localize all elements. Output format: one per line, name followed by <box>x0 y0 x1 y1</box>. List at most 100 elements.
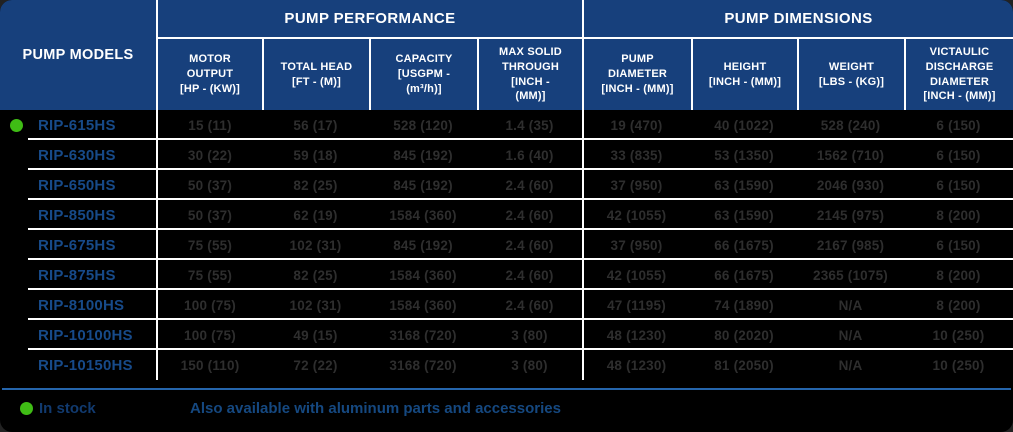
model-name: RIP-10100HS <box>38 326 133 344</box>
value-cell: 150 (110) <box>180 357 240 373</box>
value-cell: 10 (250) <box>932 327 985 343</box>
value-cell: 10 (250) <box>932 357 985 373</box>
value-cell: 15 (11) <box>188 117 232 133</box>
model-name: RIP-10150HS <box>38 356 133 374</box>
value-cell: 2145 (975) <box>816 207 885 223</box>
value-cell: 48 (1230) <box>606 357 667 373</box>
value-cell: 102 (31) <box>289 297 342 313</box>
value-cell: 3 (80) <box>511 327 548 343</box>
value-cell: 1.4 (35) <box>505 117 554 133</box>
model-cell: RIP-630HS <box>0 140 158 170</box>
column-header: VICTAULIC DISCHARGE DIAMETER [INCH - (MM… <box>904 39 1013 110</box>
group-divider <box>582 0 584 380</box>
value-cell: 528 (120) <box>393 117 453 133</box>
value-cell: 40 (1022) <box>714 117 774 133</box>
value-cell: 1584 (360) <box>389 297 457 313</box>
column-header: CAPACITY [USGPM - (m³/h)] <box>369 39 477 110</box>
model-cell: RIP-8100HS <box>0 290 158 320</box>
model-name: RIP-615HS <box>38 116 116 134</box>
model-cell: RIP-850HS <box>0 200 158 230</box>
value-cell: 845 (192) <box>393 147 453 163</box>
value-cell: 80 (2020) <box>714 327 774 343</box>
value-cell: 6 (150) <box>936 117 981 133</box>
value-cell: 82 (25) <box>293 267 338 283</box>
value-cell: 53 (1350) <box>714 147 774 163</box>
table-row: RIP-10150HS 150 (110) 72 (22) 3168 (720) 3 (… <box>0 350 1013 380</box>
value-cell: 59 (18) <box>293 147 338 163</box>
value-cell: 6 (150) <box>936 177 981 193</box>
value-cell: 62 (19) <box>293 207 338 223</box>
models-header-label: PUMP MODELS <box>22 47 134 63</box>
table-body: RIP-615HS 15 (11) 56 (17) 528 (120) 1.4 (35)… <box>0 110 1013 380</box>
value-cell: 48 (1230) <box>606 327 667 343</box>
model-cell: RIP-615HS <box>0 110 158 140</box>
performance-group-header: PUMP PERFORMANCE <box>158 0 582 37</box>
value-cell: 3 (80) <box>511 357 548 373</box>
footer-divider <box>2 388 1011 390</box>
table-row: RIP-650HS 50 (37) 82 (25) 845 (192) 2.4 (60)… <box>0 170 1013 200</box>
dimensions-group-header: PUMP DIMENSIONS <box>584 0 1013 37</box>
value-cell: 1584 (360) <box>389 207 457 223</box>
table-row: RIP-675HS 75 (55) 102 (31) 845 (192) 2.4 (60… <box>0 230 1013 260</box>
models-column-divider <box>156 0 158 380</box>
value-cell: 37 (950) <box>610 177 663 193</box>
value-cell: 50 (37) <box>187 177 233 193</box>
value-cell: 30 (22) <box>187 147 233 163</box>
value-cell: 8 (200) <box>936 297 981 313</box>
value-cell: 3168 (720) <box>389 327 457 343</box>
column-header: WEIGHT [LBS - (KG)] <box>797 39 904 110</box>
model-name: RIP-650HS <box>38 176 116 194</box>
model-name: RIP-630HS <box>38 146 116 164</box>
in-stock-indicator-icon <box>10 118 23 132</box>
value-cell: 8 (200) <box>936 207 981 223</box>
value-cell: 2.4 (60) <box>505 177 554 193</box>
value-cell: 63 (1590) <box>714 207 774 223</box>
value-cell: 2.4 (60) <box>505 297 554 313</box>
value-cell: 1584 (360) <box>389 267 457 283</box>
value-cell: 1562 (710) <box>816 147 885 163</box>
in-stock-indicator-icon <box>20 402 33 415</box>
value-cell: N/A <box>838 297 863 313</box>
models-header-cell: PUMP MODELS <box>0 0 156 110</box>
table-row: RIP-850HS 50 (37) 62 (19) 1584 (360) 2.4 (60… <box>0 200 1013 230</box>
model-cell: RIP-10100HS <box>0 320 158 350</box>
model-name: RIP-675HS <box>38 236 116 254</box>
column-header: PUMP DIAMETER [INCH - (MM)] <box>584 39 691 110</box>
value-cell: 2.4 (60) <box>505 237 554 253</box>
model-cell: RIP-675HS <box>0 230 158 260</box>
value-cell: 49 (15) <box>293 327 338 343</box>
value-cell: 2046 (930) <box>816 177 885 193</box>
value-cell: 42 (1055) <box>606 267 667 283</box>
table-row: RIP-875HS 75 (55) 82 (25) 1584 (360) 2.4 (60… <box>0 260 1013 290</box>
value-cell: 75 (55) <box>187 237 233 253</box>
value-cell: 528 (240) <box>820 117 881 133</box>
value-cell: 2365 (1075) <box>812 267 888 283</box>
availability-note: Also available with aluminum parts and a… <box>190 400 561 417</box>
value-cell: 102 (31) <box>289 237 342 253</box>
value-cell: 63 (1590) <box>714 177 774 193</box>
model-cell: RIP-650HS <box>0 170 158 200</box>
value-cell: 2167 (985) <box>816 237 885 253</box>
value-cell: 2.4 (60) <box>505 267 554 283</box>
table-row: RIP-8100HS 100 (75) 102 (31) 1584 (360) 2.4 … <box>0 290 1013 320</box>
table-row: RIP-630HS 30 (22) 59 (18) 845 (192) 1.6 (40)… <box>0 140 1013 170</box>
legend: In stock Also available with aluminum pa… <box>0 396 1013 424</box>
value-cell: 100 (75) <box>184 327 236 343</box>
value-cell: 72 (22) <box>293 357 338 373</box>
value-cell: 82 (25) <box>293 177 338 193</box>
table-row: RIP-10100HS 100 (75) 49 (15) 3168 (720) 3 (8… <box>0 320 1013 350</box>
value-cell: 845 (192) <box>393 177 453 193</box>
value-cell: 2.4 (60) <box>505 207 554 223</box>
banner-divider <box>158 37 1013 39</box>
value-cell: 37 (950) <box>610 237 663 253</box>
column-header: HEIGHT [INCH - (MM)] <box>691 39 797 110</box>
value-cell: 47 (1195) <box>607 297 666 313</box>
value-cell: 74 (1890) <box>714 297 774 313</box>
model-name: RIP-850HS <box>38 206 116 224</box>
value-cell: N/A <box>838 327 863 343</box>
value-cell: 50 (37) <box>187 207 233 223</box>
value-cell: 56 (17) <box>293 117 338 133</box>
column-header: MOTOR OUTPUT [HP - (KW)] <box>158 39 262 110</box>
column-header: TOTAL HEAD [FT - (M)] <box>262 39 369 110</box>
